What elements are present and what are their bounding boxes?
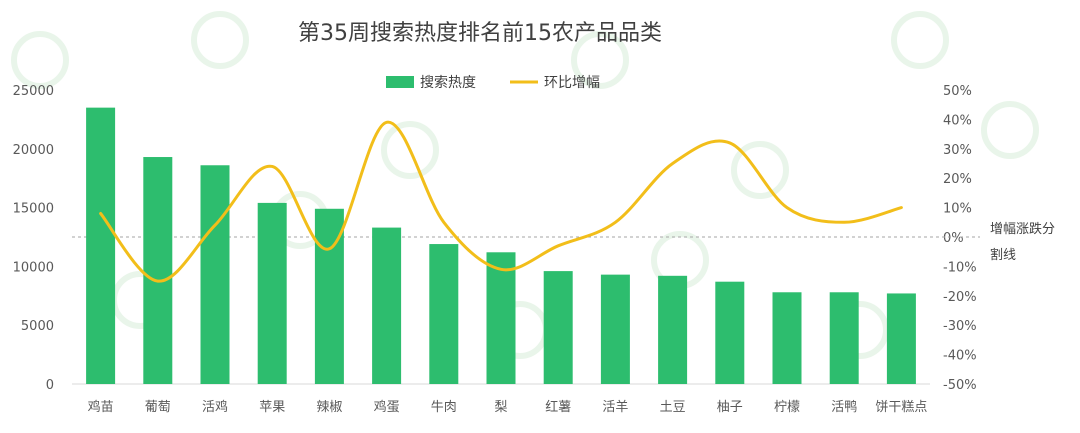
right-axis-tick-label: 40%	[943, 113, 972, 128]
watermark-mark	[11, 31, 69, 89]
bar-鸡蛋	[372, 227, 402, 384]
left-axis: 0 5000 10000 15000 20000 25000	[13, 84, 54, 393]
x-axis-labels: 鸡苗 葡萄 活鸡 苹果 辣椒 鸡蛋 牛肉 梨 红薯 活羊 土豆 柚子 柠檬 活鸭 饼干糕点	[88, 399, 928, 415]
watermark-mark	[981, 101, 1039, 159]
x-axis-tick-label: 鸡苗	[88, 399, 114, 415]
left-axis-tick-label: 0	[46, 378, 54, 393]
bar-活鸡	[200, 165, 230, 384]
bar-红薯	[543, 271, 573, 384]
right-axis-tick-label: -50%	[943, 378, 977, 393]
legend-label-bar: 搜索热度	[420, 74, 476, 91]
right-axis: -50% -40% -30% -20% -10% 0% 10% 20% 30% 40% 50%	[943, 84, 977, 393]
x-axis-tick-label: 鸡蛋	[374, 399, 400, 415]
x-axis-tick-label: 柠檬	[774, 400, 800, 415]
right-axis-tick-label: 50%	[943, 84, 972, 99]
right-axis-tick-label: 20%	[943, 172, 972, 187]
watermark-mark	[381, 121, 439, 179]
watermark-mark	[571, 31, 629, 89]
right-axis-tick-label: 0%	[943, 231, 964, 246]
x-axis-tick-label: 土豆	[660, 400, 686, 415]
annotation-line-2: 割线	[990, 247, 1016, 263]
right-axis-tick-label: -20%	[943, 290, 977, 305]
left-axis-tick-label: 10000	[13, 260, 54, 275]
x-axis-tick-label: 梨	[494, 400, 507, 415]
growth-line	[99, 120, 903, 283]
watermark-mark	[191, 11, 249, 69]
bar-柠檬	[772, 292, 802, 384]
x-axis-tick-label: 红薯	[545, 399, 571, 415]
left-axis-tick-label: 5000	[21, 319, 54, 334]
left-axis-tick-label: 25000	[13, 84, 54, 99]
legend-label-line: 环比增幅	[544, 75, 600, 91]
bar-活羊	[600, 274, 630, 384]
watermark-mark	[731, 141, 789, 199]
x-axis-tick-label: 葡萄	[145, 400, 171, 415]
bar-饼干糕点	[886, 293, 916, 384]
legend: 搜索热度 环比增幅	[386, 74, 600, 91]
x-axis-tick-label: 苹果	[259, 400, 285, 415]
right-axis-tick-label: -10%	[943, 260, 977, 275]
x-axis-tick-label: 活羊	[602, 399, 628, 415]
x-axis-tick-label: 柚子	[717, 400, 743, 415]
watermark-mark	[891, 11, 949, 69]
bar-葡萄	[143, 157, 173, 384]
x-axis-tick-label: 活鸡	[202, 399, 228, 415]
x-axis-tick-label: 活鸭	[831, 400, 857, 415]
bar-鸡苗	[86, 107, 116, 384]
bar-牛肉	[429, 244, 459, 384]
left-axis-tick-label: 20000	[13, 143, 54, 158]
right-axis-tick-label: 10%	[943, 202, 972, 217]
right-axis-tick-label: -40%	[943, 349, 977, 364]
chart-title: 第35周搜索热度排名前15农产品品类	[298, 21, 662, 46]
legend-swatch-bar	[386, 76, 414, 88]
right-axis-tick-label: 30%	[943, 143, 972, 158]
bar-苹果	[257, 202, 287, 384]
annotation-line-1: 增幅涨跌分	[990, 221, 1055, 237]
x-axis-tick-label: 牛肉	[431, 400, 457, 415]
bar-梨	[486, 252, 516, 384]
left-axis-tick-label: 15000	[13, 202, 54, 217]
line-series	[99, 120, 903, 283]
bar-柚子	[715, 281, 745, 384]
x-axis-tick-label: 饼干糕点	[875, 400, 927, 415]
right-axis-tick-label: -30%	[943, 319, 977, 334]
bar-series	[86, 107, 916, 384]
bar-土豆	[658, 275, 688, 384]
x-axis-tick-label: 辣椒	[316, 400, 342, 415]
bar-活鸭	[829, 292, 859, 384]
